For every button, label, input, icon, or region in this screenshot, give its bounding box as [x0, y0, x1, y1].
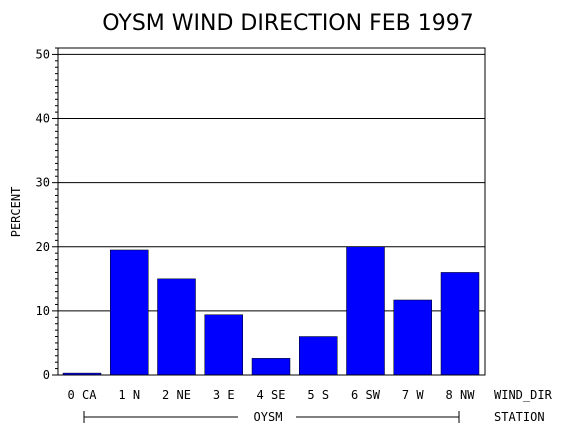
x-category-label: 6 SW — [351, 388, 381, 402]
plot-frame — [57, 47, 486, 376]
station-label: STATION — [494, 410, 545, 424]
bar-5 — [299, 336, 338, 376]
x-category-label: 7 W — [402, 388, 424, 402]
y-tick-label: 20 — [36, 240, 50, 254]
y-tick-label: 40 — [36, 112, 50, 126]
bar-6 — [346, 246, 385, 376]
bar-2 — [157, 278, 196, 376]
x-category-label: 8 NW — [446, 388, 476, 402]
y-axis: 0 10 20 30 40 50 — [36, 47, 58, 382]
y-axis-label: PERCENT — [9, 187, 23, 238]
bar-4 — [251, 358, 291, 376]
y-tick-label: 30 — [36, 176, 50, 190]
bar-7 — [393, 299, 432, 376]
bars — [62, 246, 480, 376]
x-category-label: 2 NE — [162, 388, 191, 402]
x-category-label: 1 N — [118, 388, 140, 402]
x-axis-label: WIND_DIR — [494, 388, 553, 402]
x-category-label: 5 S — [307, 388, 329, 402]
y-tick-label: 50 — [36, 47, 50, 61]
x-category-label: 0 CA — [68, 388, 98, 402]
x-category-label: 3 E — [213, 388, 235, 402]
bar-1 — [110, 249, 149, 376]
x-category-label: 4 SE — [257, 388, 286, 402]
chart-title: OYSM WIND DIRECTION FEB 1997 — [102, 11, 473, 36]
y-tick-label: 0 — [43, 368, 50, 382]
bar-3 — [204, 314, 243, 376]
bar-8 — [440, 272, 480, 376]
station-group-bracket: OYSM — [83, 410, 460, 424]
y-tick-label: 10 — [36, 304, 50, 318]
x-axis: 0 CA 1 N 2 NE 3 E 4 SE 5 S 6 SW 7 W 8 NW — [68, 388, 476, 402]
station-group-label: OYSM — [254, 410, 283, 424]
